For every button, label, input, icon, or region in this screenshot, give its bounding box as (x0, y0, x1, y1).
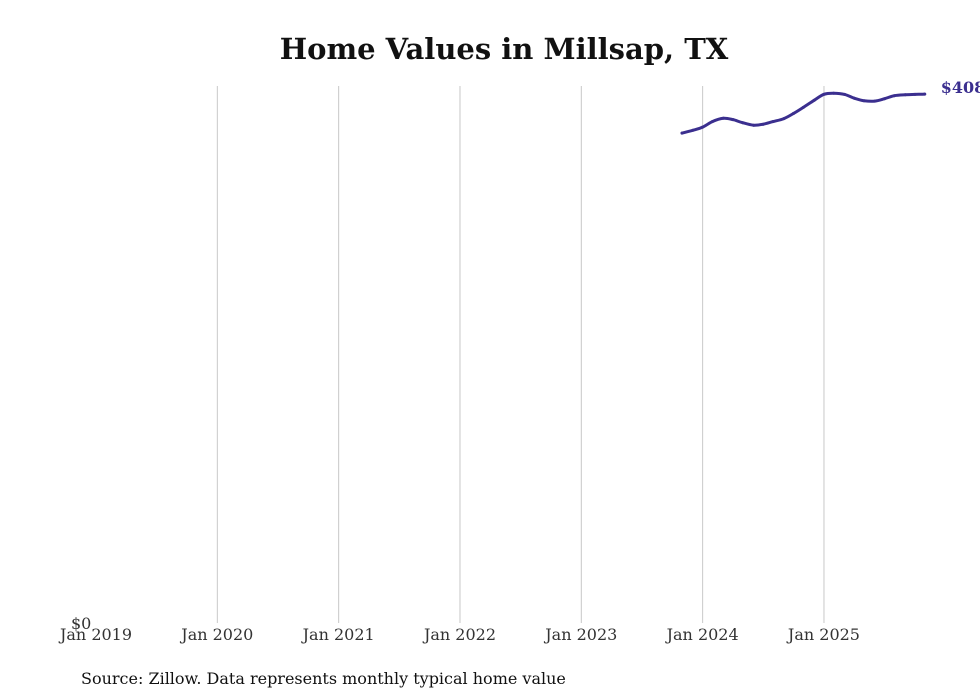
data-point-20 (883, 97, 887, 101)
x-tick-label-2025: Jan 2025 (786, 625, 860, 644)
data-point-17 (852, 96, 856, 100)
data-point-3 (710, 120, 714, 124)
data-point-2 (701, 125, 705, 129)
x-tick-label-2020: Jan 2020 (179, 625, 253, 644)
data-point-16 (843, 92, 847, 96)
data-point-22 (903, 93, 907, 97)
gridlines (216, 86, 825, 623)
data-point-24 (923, 92, 927, 96)
y-tick-label-0: $0 (71, 614, 91, 633)
data-point-1 (691, 128, 695, 132)
data-point-4 (721, 116, 725, 120)
x-tick-label-2022: Jan 2022 (422, 625, 496, 644)
x-tick-label-2024: Jan 2024 (665, 625, 739, 644)
data-point-21 (892, 94, 896, 98)
data-point-14 (822, 92, 826, 96)
data-point-18 (862, 99, 866, 103)
chart-title: Home Values in Millsap, TX (280, 32, 729, 66)
data-point-7 (752, 123, 756, 127)
x-axis-ticks: Jan 2019 Jan 2020 Jan 2021 Jan 2022 Jan 2023… (58, 625, 860, 644)
source-note: Source: Zillow. Data represents monthly … (81, 669, 566, 688)
data-point-10 (782, 117, 786, 121)
data-point-23 (913, 92, 917, 96)
data-point-9 (771, 120, 775, 124)
data-points (680, 91, 927, 135)
data-point-12 (801, 105, 805, 109)
x-tick-label-2023: Jan 2023 (543, 625, 617, 644)
data-point-11 (792, 111, 796, 115)
end-value-label: $408,720 (941, 78, 980, 97)
x-tick-label-2019: Jan 2019 (58, 625, 132, 644)
data-point-5 (731, 118, 735, 122)
data-point-15 (832, 91, 836, 95)
data-point-13 (812, 98, 816, 102)
data-point-8 (761, 122, 765, 126)
data-point-19 (873, 99, 877, 103)
x-tick-label-2021: Jan 2021 (301, 625, 375, 644)
data-point-6 (741, 121, 745, 125)
data-point-0 (680, 131, 684, 135)
